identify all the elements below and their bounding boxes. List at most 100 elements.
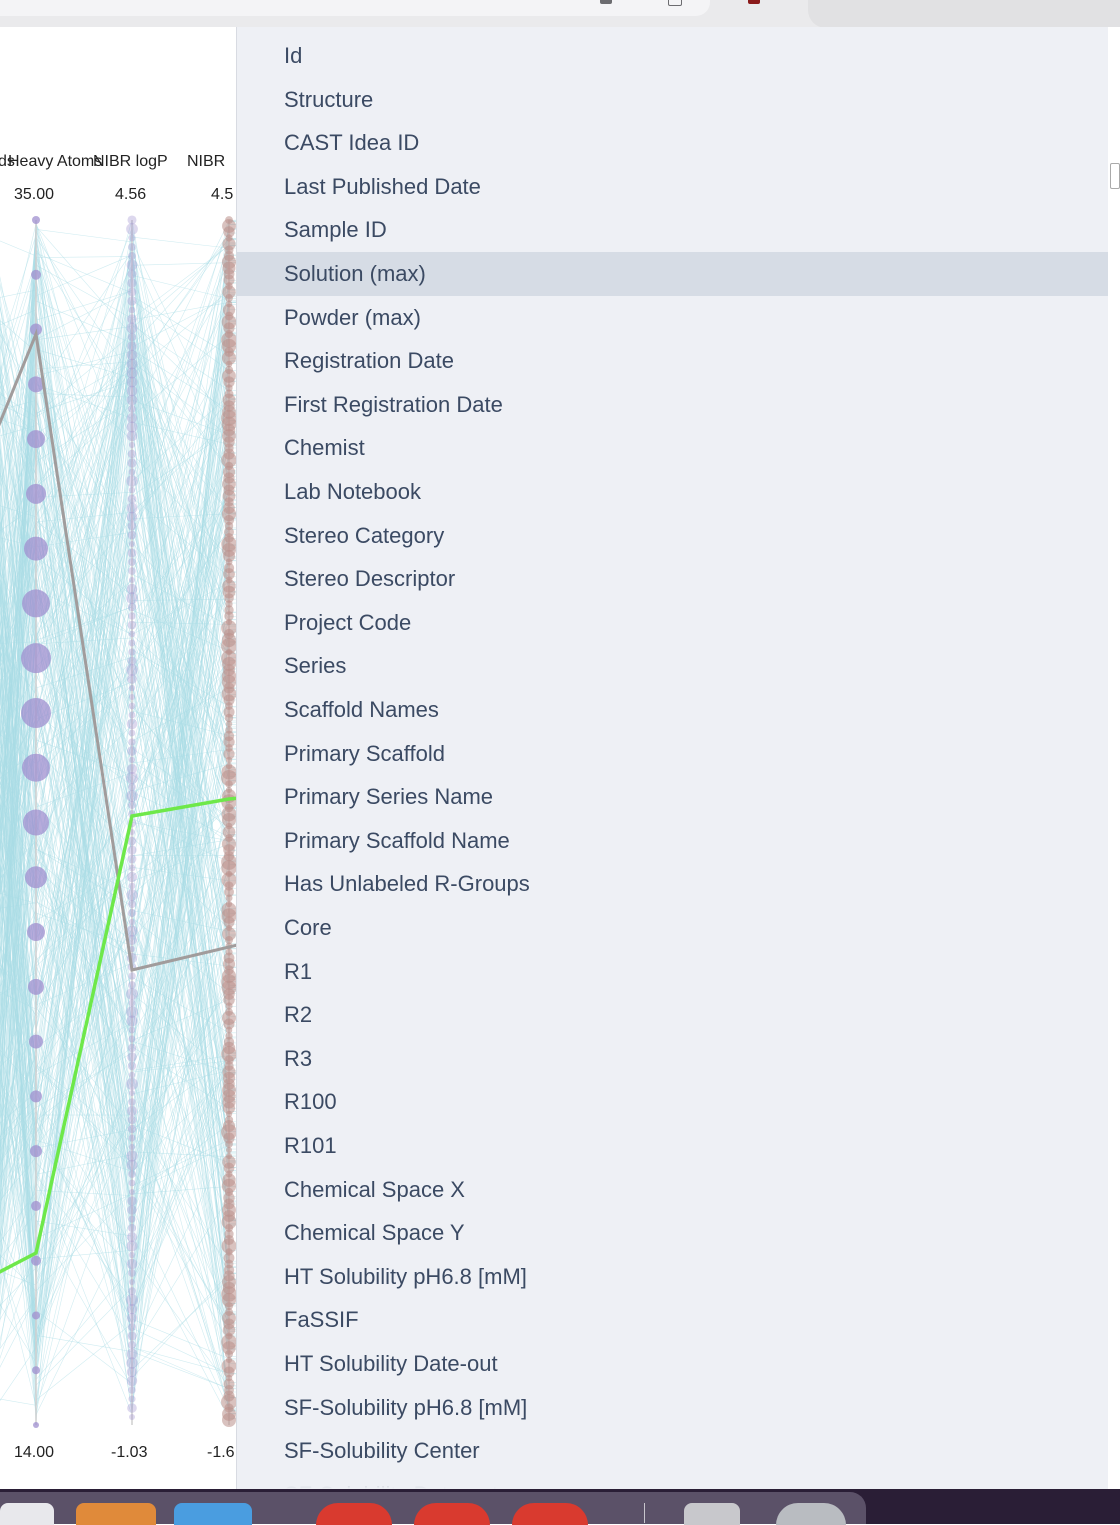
menu-item[interactable]: Chemical Space X	[284, 1176, 465, 1202]
data-point	[128, 639, 136, 647]
menu-item[interactable]: Stereo Descriptor	[284, 566, 456, 592]
dock-app-icon[interactable]	[0, 1503, 54, 1525]
extension-red-icon[interactable]	[748, 0, 760, 4]
dock-app-icon[interactable]	[76, 1503, 156, 1525]
data-point	[21, 643, 51, 674]
menu-item[interactable]: Solution (max)	[237, 252, 1109, 296]
menu-item[interactable]: Chemical Space Y	[284, 1220, 465, 1246]
data-point	[128, 729, 136, 737]
data-point	[128, 405, 136, 413]
menu-item[interactable]: Scaffold Names	[284, 697, 439, 722]
data-point	[128, 1170, 136, 1178]
dock-app-icon[interactable]	[512, 1503, 588, 1525]
data-point	[225, 360, 233, 368]
dock-folder-icon[interactable]	[684, 1503, 740, 1525]
menu-item[interactable]: HT Solubility Date-out	[284, 1351, 498, 1376]
axis-max-nibr: 4.5	[211, 186, 234, 203]
menu-item[interactable]: Has Unlabeled R-Groups	[284, 871, 530, 897]
data-point	[127, 1223, 137, 1233]
menu-item[interactable]: Stereo Category	[284, 522, 445, 548]
menu-item[interactable]: R100	[284, 1089, 337, 1115]
data-point	[128, 1251, 136, 1259]
menu-item[interactable]: Project Code	[284, 609, 412, 635]
menu-item[interactable]: Last Published Date	[284, 173, 481, 199]
data-point	[127, 674, 137, 684]
dock-app-icon[interactable]	[414, 1503, 490, 1525]
data-point	[128, 999, 136, 1007]
menu-item[interactable]: Primary Scaffold	[284, 740, 445, 766]
axis-title-nibr-logp[interactable]: NIBR logP	[93, 153, 168, 170]
data-point	[128, 648, 136, 656]
menu-item[interactable]: Primary Scaffold Name	[284, 827, 510, 853]
dock-app-icon[interactable]	[316, 1503, 392, 1525]
data-point	[225, 936, 233, 944]
menu-item[interactable]: R2	[284, 1002, 313, 1028]
menu-item[interactable]: R3	[284, 1045, 313, 1071]
menu-item[interactable]: HT Solubility pH6.8 [mM]	[284, 1263, 527, 1289]
menu-item[interactable]: SF-Solubility pH6.8 [mM]	[284, 1394, 528, 1420]
data-point	[127, 269, 137, 279]
menu-item[interactable]: Sample ID	[284, 217, 387, 243]
data-point	[128, 702, 136, 710]
data-point	[221, 1292, 236, 1308]
data-point	[128, 1143, 136, 1151]
data-point	[24, 536, 48, 561]
data-point	[128, 243, 136, 251]
data-point	[222, 825, 236, 839]
parallel-coordinates-plot[interactable]: ds Heavy Atoms NIBR logP NIBR 35.00 4.56…	[0, 27, 236, 1489]
data-point	[126, 1348, 138, 1360]
menu-item[interactable]: Core	[284, 915, 332, 940]
data-point	[128, 684, 136, 692]
axis-max-nibr-logp: 4.56	[115, 186, 147, 203]
axis-title-nibr[interactable]: NIBR	[187, 153, 226, 170]
scroll-handle[interactable]	[1110, 163, 1120, 189]
menu-item[interactable]: Powder (max)	[284, 304, 421, 330]
menu-item[interactable]: Registration Date	[284, 348, 454, 374]
menu-item[interactable]: R1	[284, 958, 313, 984]
data-point	[128, 486, 136, 494]
data-point	[126, 871, 138, 883]
column-dropdown-menu[interactable]: Id Structure CAST Idea ID Last Published Da…	[236, 27, 1109, 1489]
data-point	[225, 1146, 233, 1154]
axis-min-heavy-atoms: 14.00	[14, 1444, 55, 1461]
address-bar[interactable]	[0, 0, 710, 16]
data-point	[127, 548, 137, 558]
menu-item[interactable]: Series	[284, 653, 347, 679]
menu-item[interactable]: Lab Notebook	[284, 479, 421, 504]
data-point	[126, 412, 138, 424]
data-point	[126, 1375, 138, 1387]
data-point	[126, 718, 138, 730]
data-point	[126, 1357, 138, 1369]
parallel-coordinates-canvas[interactable]	[0, 27, 236, 1489]
data-point	[127, 458, 137, 468]
menu-item[interactable]: CAST Idea ID	[284, 130, 420, 156]
trash-icon[interactable]	[776, 1503, 846, 1525]
axis-title-heavy-atoms[interactable]: Heavy Atoms	[8, 153, 103, 170]
data-point	[223, 226, 235, 238]
background-page-edge	[1108, 27, 1120, 1489]
dock-app-icon[interactable]	[174, 1503, 252, 1525]
data-point	[127, 341, 137, 351]
menu-item[interactable]: R101	[284, 1133, 337, 1158]
data-point	[128, 1098, 136, 1106]
extension-icon[interactable]	[600, 0, 612, 4]
data-point	[128, 738, 136, 746]
data-point	[127, 494, 137, 504]
data-point	[221, 770, 236, 786]
data-point	[126, 1231, 138, 1243]
menu-item[interactable]: SF-Solubility Center	[284, 1438, 480, 1464]
data-point	[126, 322, 138, 334]
menu-item[interactable]: FaSSIF	[284, 1307, 359, 1333]
menu-item[interactable]: Structure	[284, 86, 374, 112]
star-icon[interactable]	[668, 0, 682, 6]
menu-item[interactable]: First Registration Date	[284, 391, 503, 417]
data-point	[126, 358, 138, 370]
data-point	[223, 1132, 235, 1144]
menu-item[interactable]: Chemist	[284, 435, 365, 461]
data-point	[126, 475, 138, 487]
menu-item[interactable]: Primary Series Name	[284, 784, 494, 810]
menu-item[interactable]: Id	[284, 43, 303, 68]
data-point	[126, 1312, 138, 1324]
data-point	[222, 1323, 236, 1337]
data-point	[128, 711, 136, 719]
